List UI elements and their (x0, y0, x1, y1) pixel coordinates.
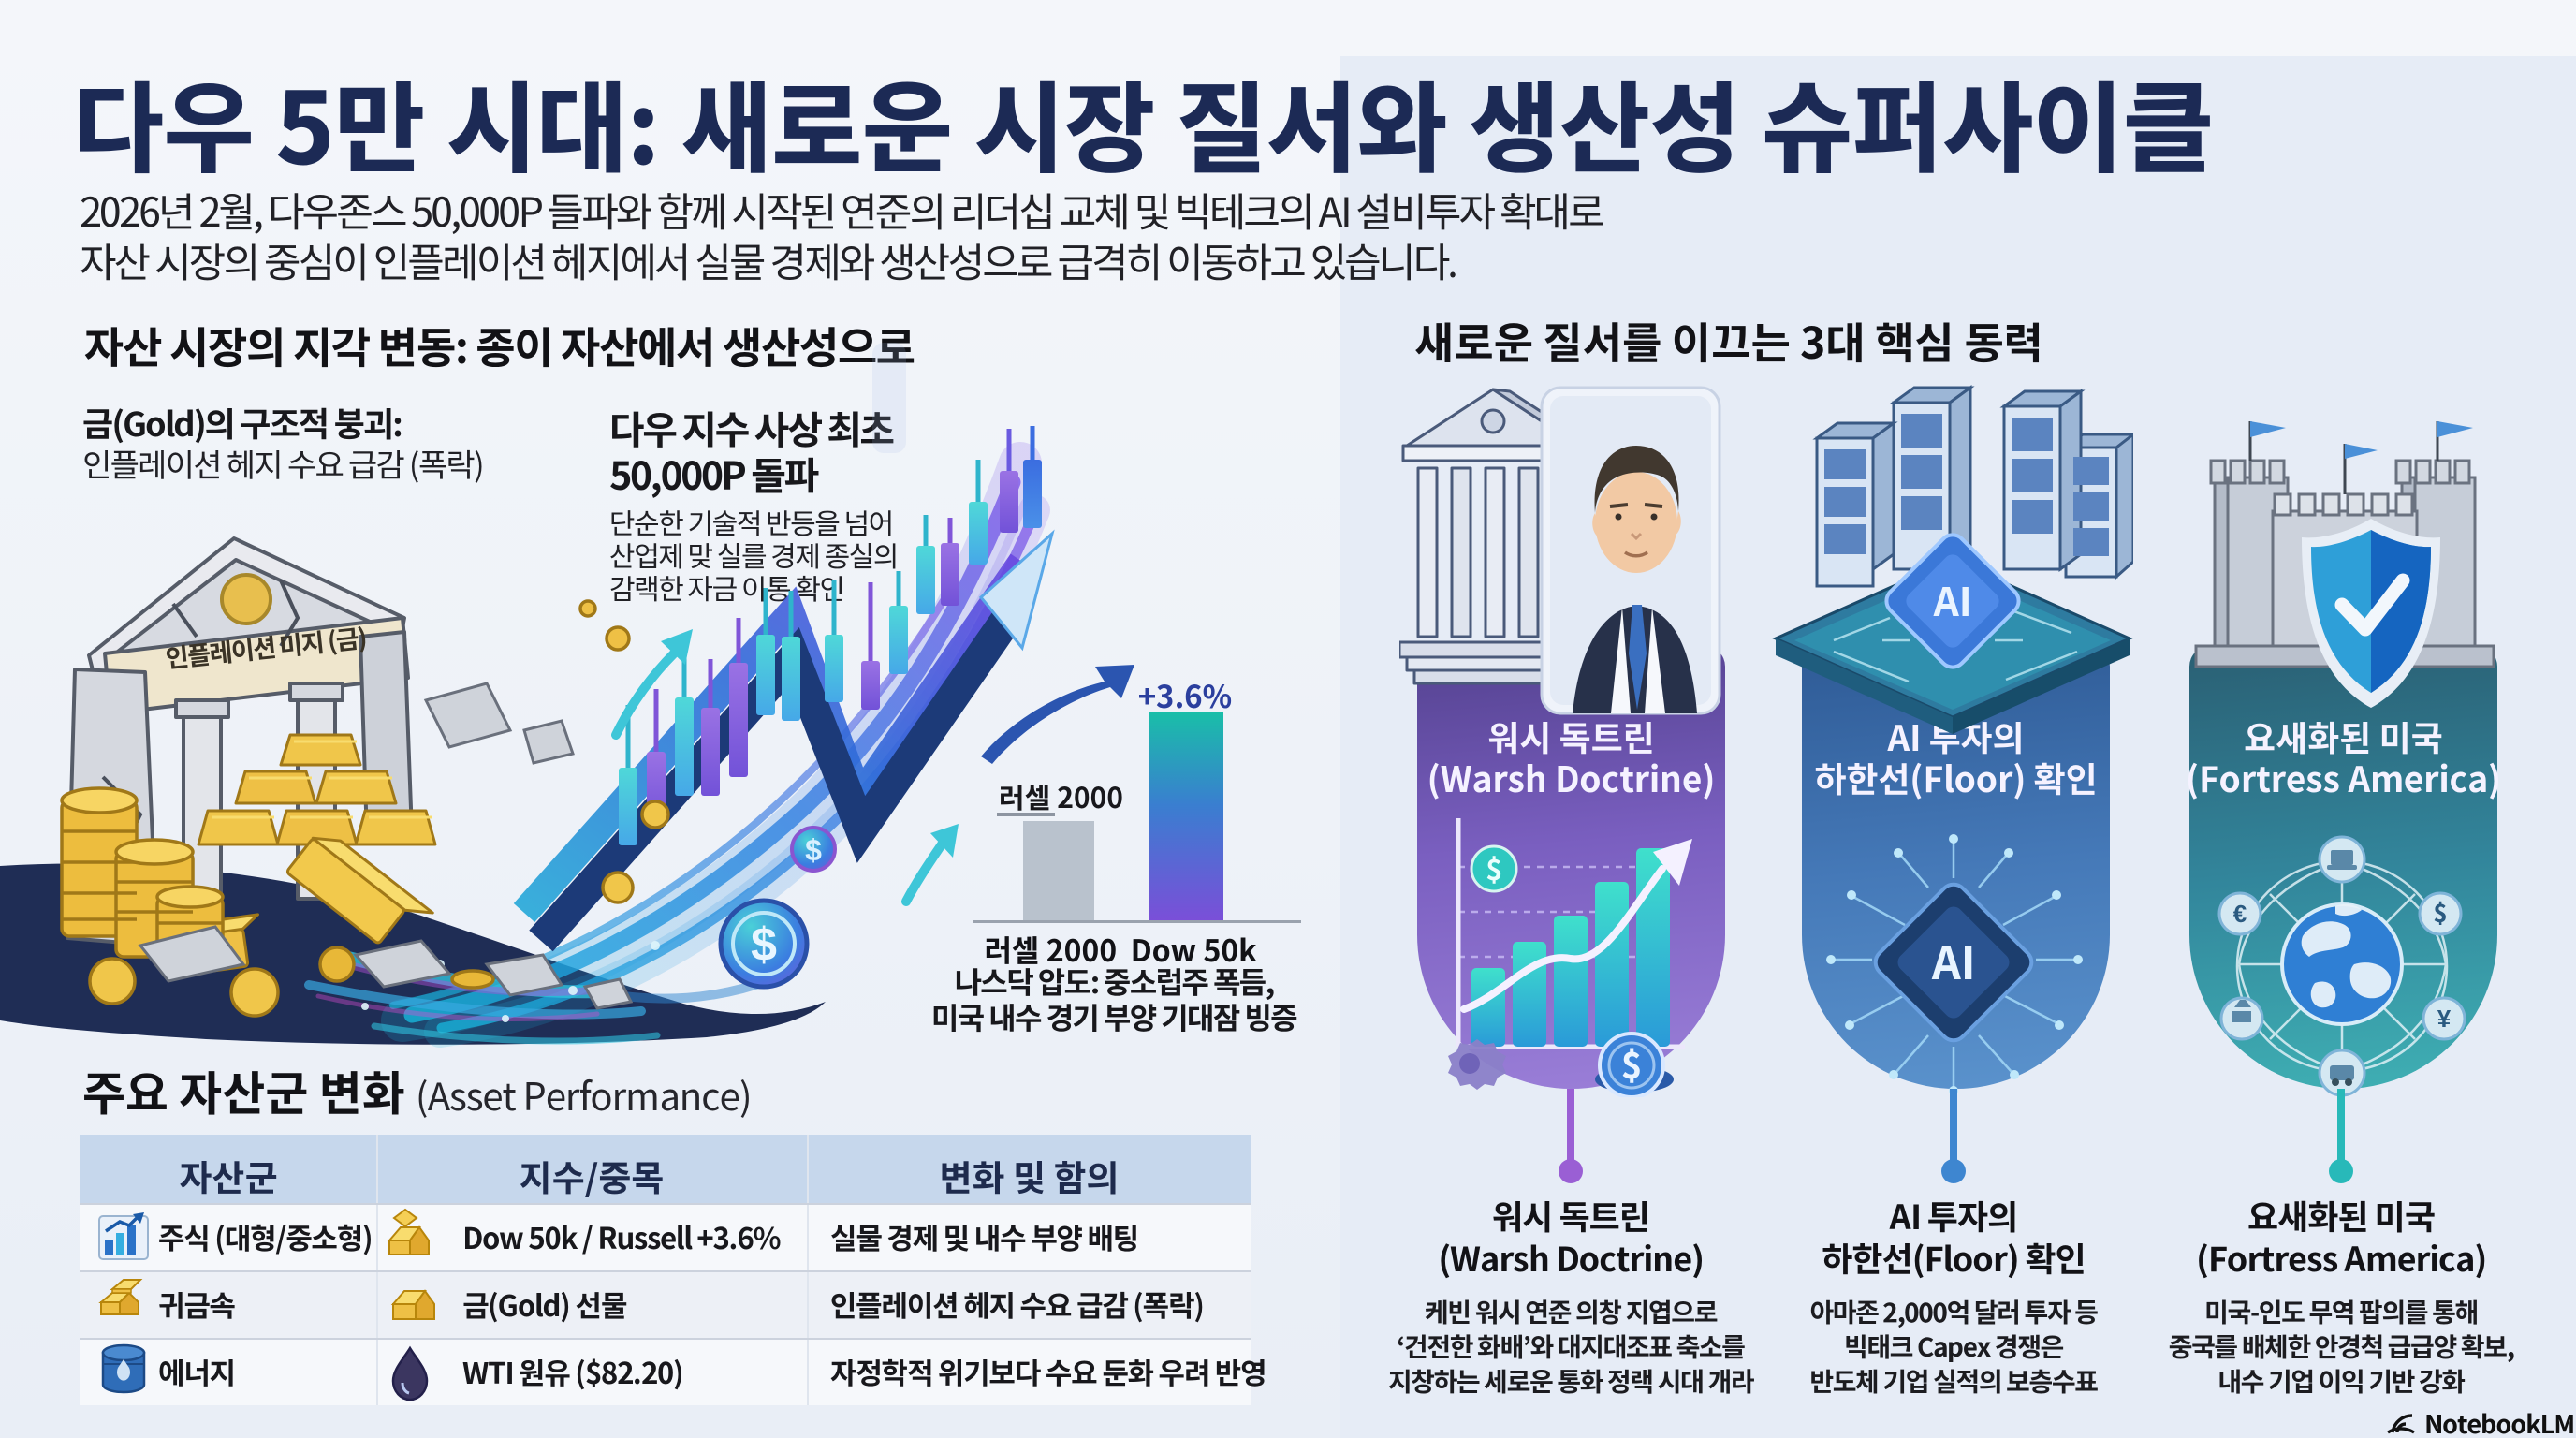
svg-text:¥: ¥ (2437, 1000, 2452, 1034)
svg-text:$: $ (1486, 847, 1502, 888)
svg-text:$: $ (751, 918, 777, 971)
svg-text:€: € (2233, 895, 2247, 930)
svg-text:$: $ (805, 833, 822, 867)
svg-text:$: $ (2433, 895, 2447, 930)
svg-text:AI: AI (1933, 571, 1972, 628)
svg-text:AI: AI (1931, 927, 1976, 992)
svg-text:$: $ (1621, 1037, 1642, 1089)
